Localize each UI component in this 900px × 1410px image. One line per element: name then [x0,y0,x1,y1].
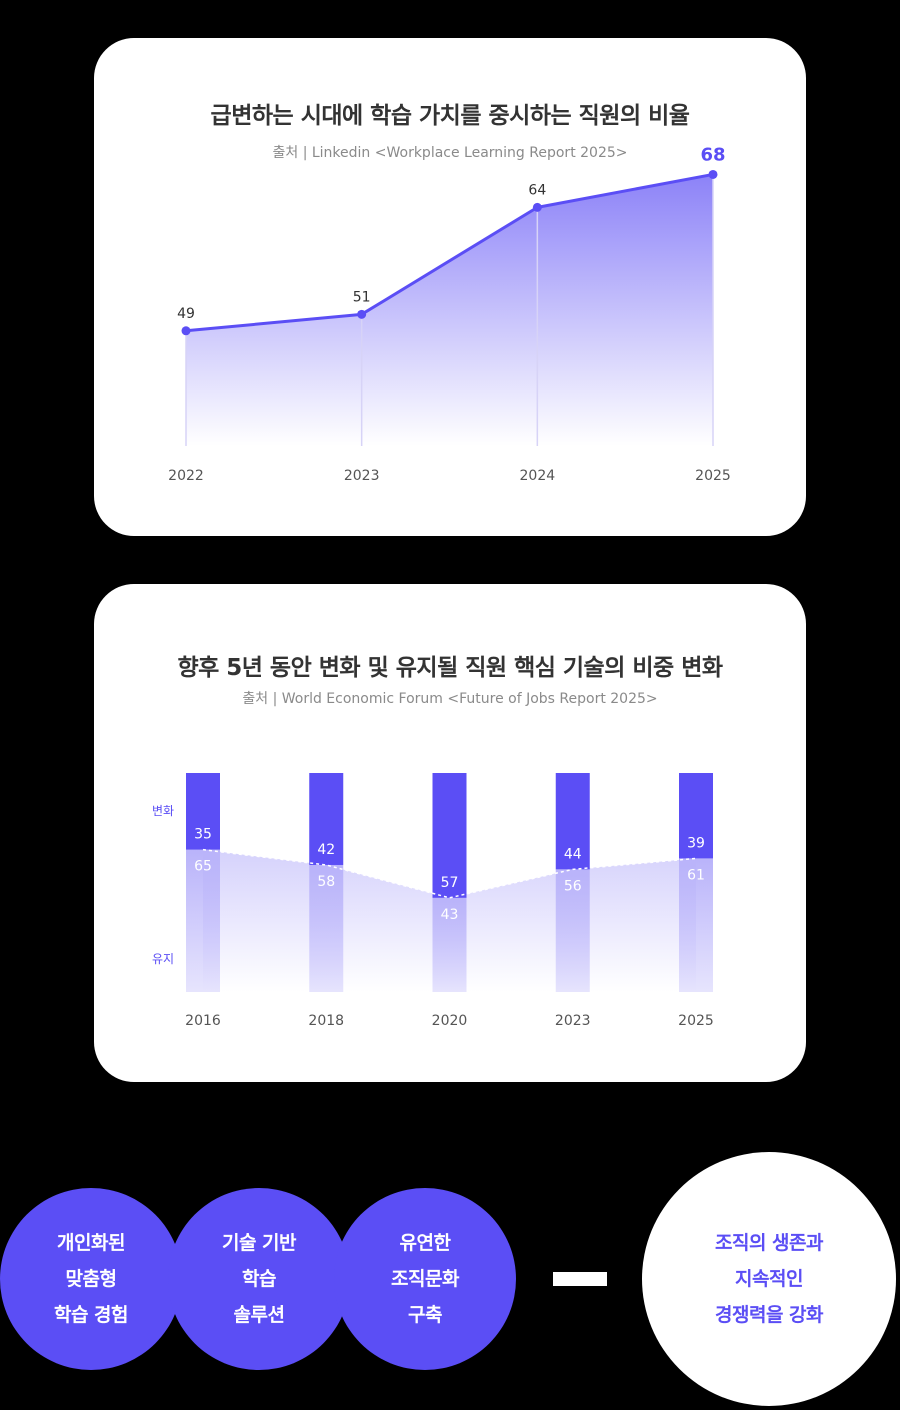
x-tick-label: 2024 [520,468,556,484]
line-chart-source: 출처 | Linkedin <Workplace Learning Report… [272,145,628,161]
circle-text: 유연한 [399,1232,451,1254]
circle-text: 조직문화 [391,1268,459,1290]
result-text: 지속적인 [735,1268,803,1290]
data-point [708,169,718,179]
change-value-label: 35 [194,827,212,843]
keep-value-label: 43 [441,907,459,923]
x-tick-label: 2025 [695,468,731,484]
legend-keep-label: 유지 [152,952,174,966]
data-point [181,326,191,336]
circle-tech-learning: 기술 기반 학습 솔루션 [168,1188,350,1370]
data-point [357,309,367,319]
x-tick-label: 2022 [168,468,204,484]
keep-value-label: 56 [564,878,582,894]
keep-bar [555,869,590,992]
result-text: 경쟁력을 강화 [715,1304,824,1326]
keep-bar [432,897,467,992]
data-label: 51 [353,289,371,305]
circle-text: 학습 [242,1268,276,1290]
change-bar [679,773,713,859]
keep-value-label: 65 [194,859,212,875]
bar-chart-source: 출처 | World Economic Forum <Future of Job… [242,691,658,707]
circle-text: 개인화된 [57,1232,125,1254]
x-tick-label: 2025 [678,1013,714,1029]
x-tick-label: 2016 [185,1013,221,1029]
circle-text: 기술 기반 [221,1232,297,1254]
bar-chart-card: 향후 5년 동안 변화 및 유지될 직원 핵심 기술의 비중 변화 출처 | W… [94,584,806,1082]
data-label: 64 [528,182,546,198]
change-bar [432,773,467,898]
keep-value-label: 58 [317,874,335,890]
arrow-dash [553,1272,607,1286]
x-tick-label: 2020 [432,1013,468,1029]
series-line [185,172,714,333]
change-value-label: 44 [564,846,582,862]
circle-text: 솔루션 [233,1304,285,1326]
x-tick-label: 2023 [344,468,380,484]
change-bar [309,773,344,865]
keep-bar [309,864,344,992]
change-value-label: 57 [441,875,459,891]
data-label: 49 [177,306,195,322]
circle-text: 맞춤형 [65,1268,117,1290]
change-bar [186,773,220,850]
keep-value-label: 61 [687,867,705,883]
circle-personalized: 개인화된 맞춤형 학습 경험 [0,1188,182,1370]
change-bar [555,773,590,870]
line-area [186,174,713,446]
result-text: 조직의 생존과 [715,1232,824,1254]
legend-change-label: 변화 [152,804,174,818]
line-chart-card: 급변하는 시대에 학습 가치를 중시하는 직원의 비율 출처 | Linkedi… [94,38,806,536]
circle-flexible-culture: 유연한 조직문화 구축 [334,1188,516,1370]
keep-bar [186,849,220,992]
data-label: 68 [700,144,725,165]
line-chart-title: 급변하는 시대에 학습 가치를 중시하는 직원의 비율 [210,103,690,129]
x-tick-label: 2023 [555,1013,591,1029]
x-tick-label: 2018 [308,1013,344,1029]
data-point [532,202,542,212]
circle-text: 학습 경험 [53,1304,129,1326]
result-circle: 조직의 생존과 지속적인 경쟁력을 강화 [642,1152,896,1406]
bar-chart-title: 향후 5년 동안 변화 및 유지될 직원 핵심 기술의 비중 변화 [177,655,723,681]
keep-bar [679,858,713,992]
change-value-label: 42 [317,842,335,858]
change-value-label: 39 [687,835,705,851]
circle-text: 구축 [408,1304,442,1326]
line-chart: 49 2022 51 2023 64 2024 68 2025 [168,144,731,484]
bar-chart: 35 65 2016 42 58 2018 57 43 2020 44 56 2023 39 61 2025… [152,773,714,1029]
